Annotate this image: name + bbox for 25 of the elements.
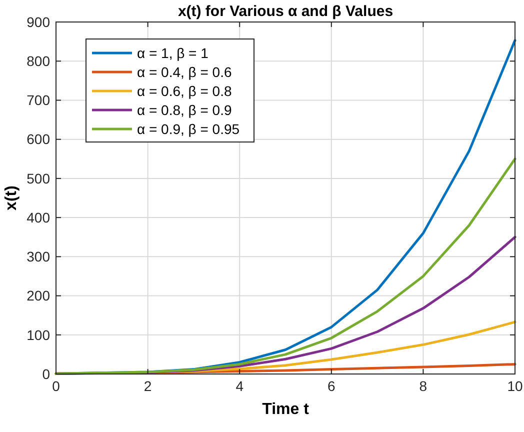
x-tick-label: 4	[236, 378, 244, 394]
line-series	[54, 158, 516, 375]
legend-label: α = 0.4, β = 0.6	[137, 64, 232, 80]
x-tick-label: 8	[419, 378, 428, 394]
y-tick-label: 900	[26, 14, 50, 30]
legend-label: α = 0.8, β = 0.9	[137, 102, 232, 118]
y-tick-label: 200	[26, 288, 50, 304]
y-tick-label: 400	[26, 209, 50, 226]
y-tick-label: 700	[26, 92, 50, 108]
x-axis-title: Time t	[262, 401, 310, 418]
legend-label: α = 0.6, β = 0.8	[137, 82, 232, 99]
y-tick-label: 300	[26, 248, 50, 265]
legend-label: α = 1, β = 1	[137, 44, 209, 61]
x-tick-label: 10	[507, 378, 523, 394]
x-tick-label: 6	[328, 378, 336, 394]
y-tick-label: 800	[26, 53, 50, 70]
x-tick-label: 0	[52, 378, 60, 394]
chart-title: x(t) for Various α and β Values	[178, 3, 394, 20]
legend-label: α = 0.9, β = 0.95	[137, 120, 240, 137]
y-tick-label: 500	[26, 170, 50, 186]
y-tick-label: 600	[26, 131, 50, 148]
x-tick-label: 2	[144, 378, 152, 394]
y-tick-label: 100	[26, 326, 50, 343]
y-tick-label: 0	[42, 366, 50, 382]
y-axis-title: x(t)	[3, 186, 20, 210]
